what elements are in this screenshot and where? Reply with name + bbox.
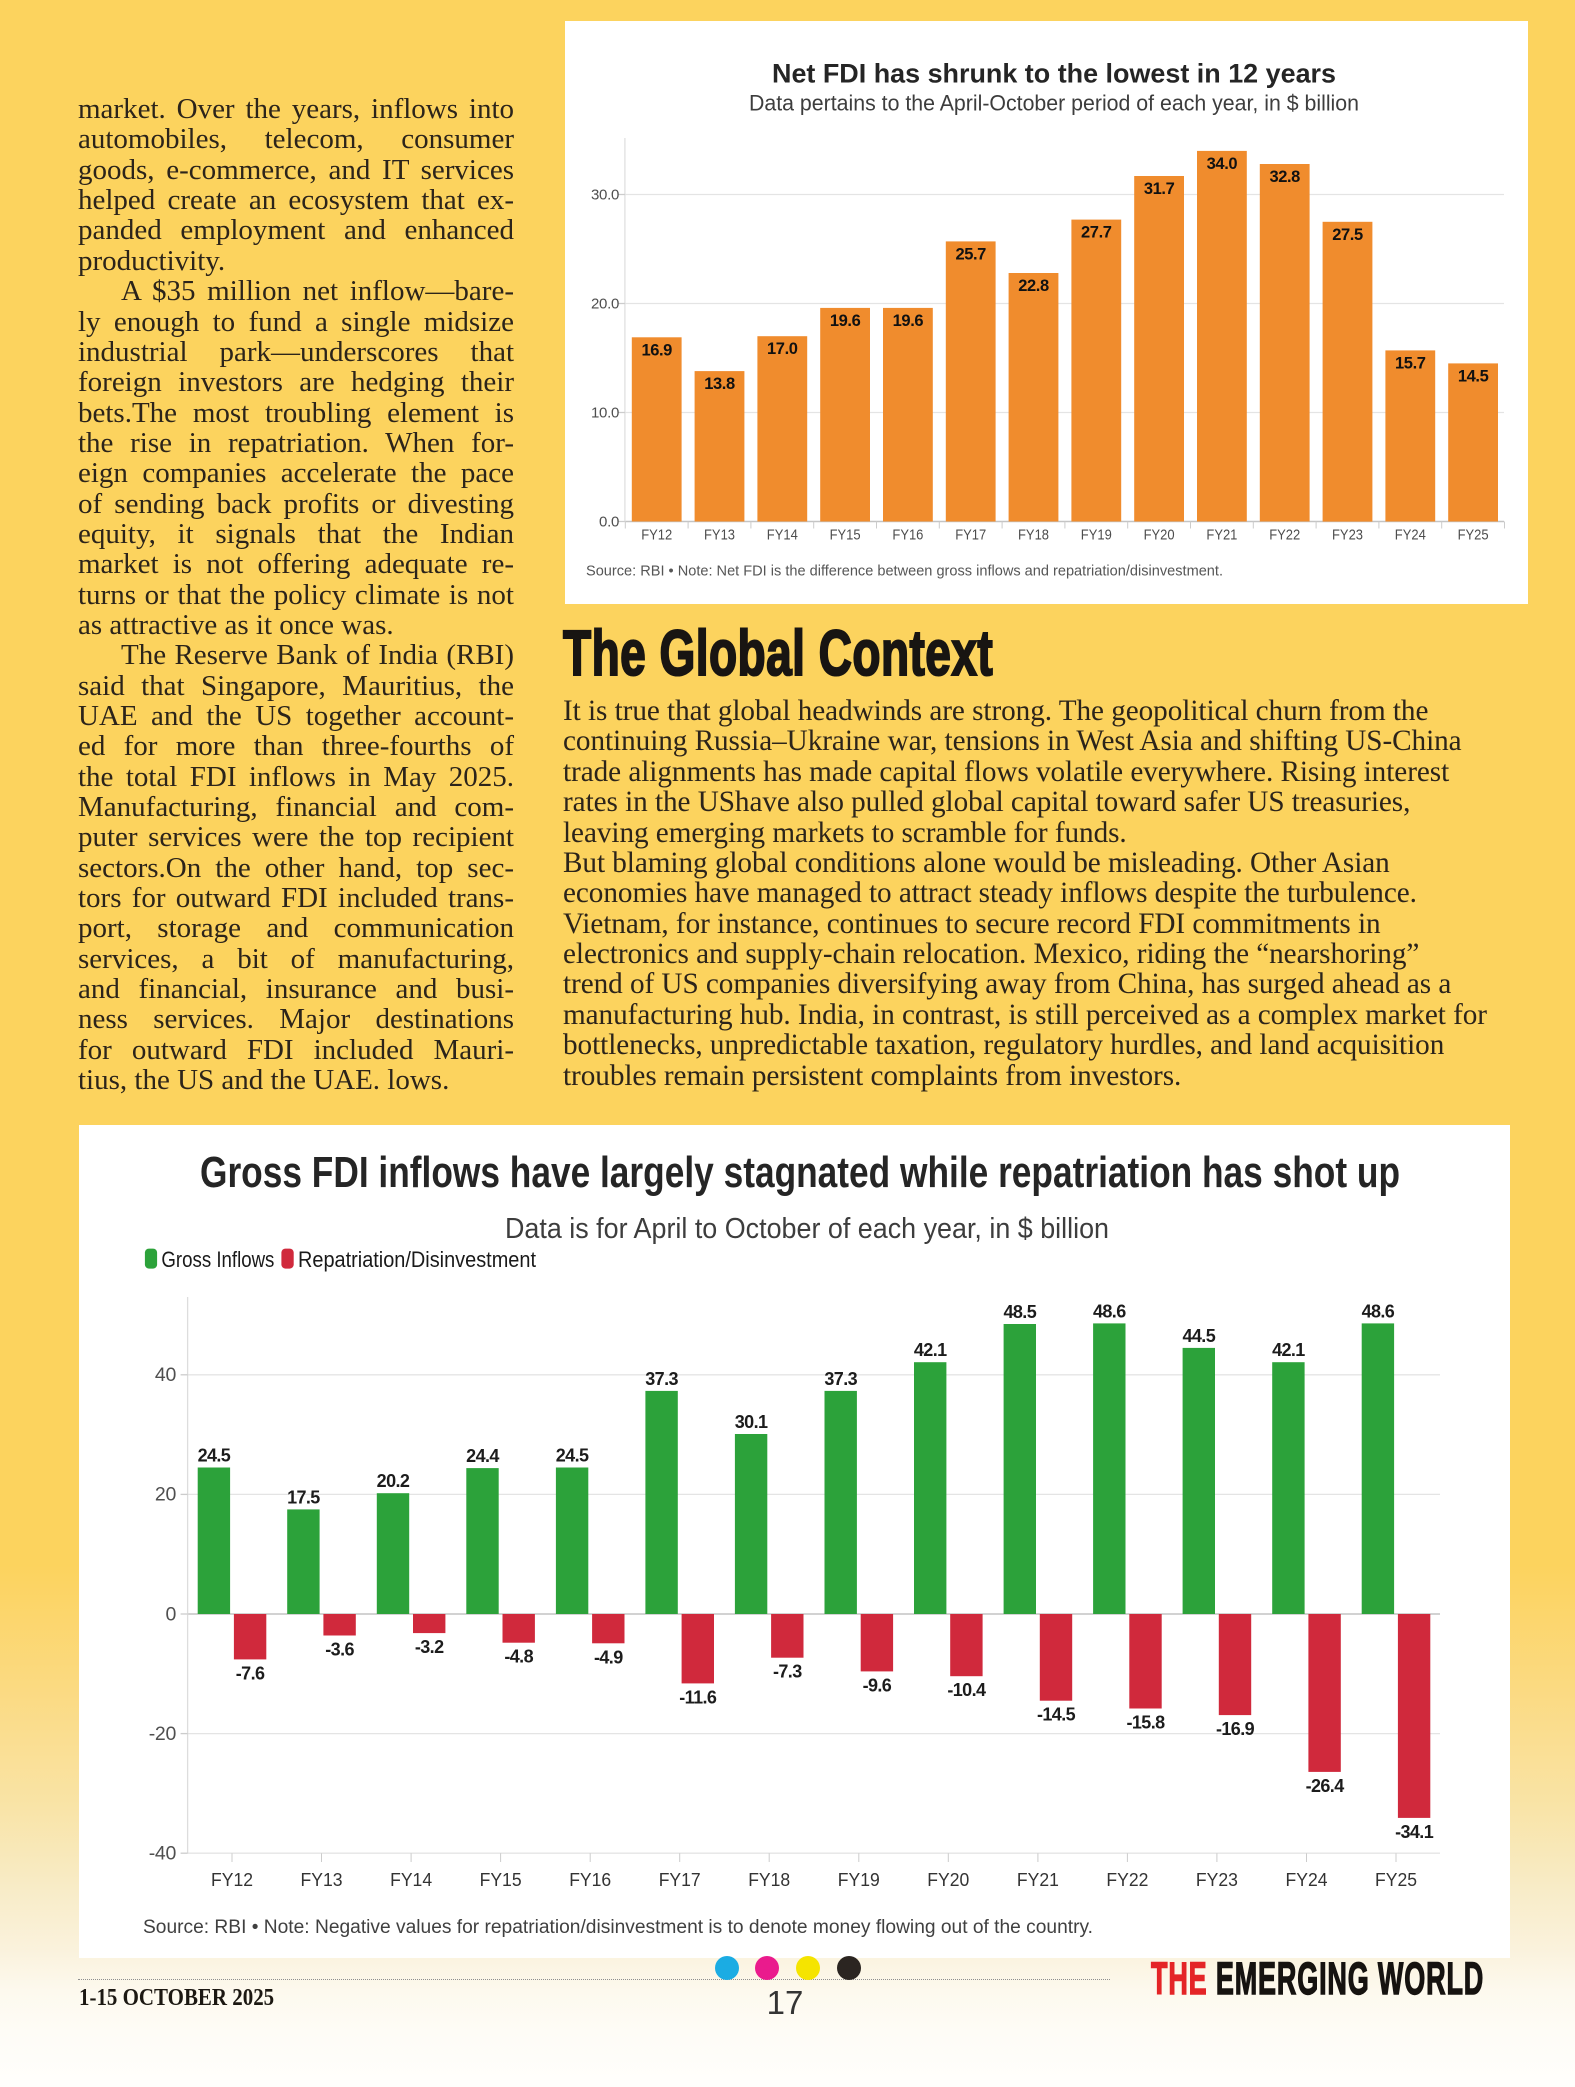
svg-text:FY21: FY21 bbox=[1017, 1869, 1059, 1890]
svg-text:-4.8: -4.8 bbox=[504, 1647, 533, 1667]
svg-text:0.0: 0.0 bbox=[599, 513, 619, 530]
svg-text:20: 20 bbox=[155, 1484, 177, 1506]
svg-text:24.5: 24.5 bbox=[556, 1446, 589, 1466]
svg-text:FY21: FY21 bbox=[1206, 526, 1237, 543]
svg-text:FY13: FY13 bbox=[301, 1869, 343, 1890]
svg-text:FY20: FY20 bbox=[927, 1869, 969, 1890]
svg-text:34.0: 34.0 bbox=[1207, 154, 1238, 172]
svg-text:Gross Inflows: Gross Inflows bbox=[161, 1247, 274, 1272]
svg-text:Gross FDI inflows have largely: Gross FDI inflows have largely stagnated… bbox=[200, 1148, 1400, 1197]
svg-text:48.5: 48.5 bbox=[1003, 1302, 1036, 1322]
svg-text:-11.6: -11.6 bbox=[679, 1687, 717, 1707]
svg-text:24.5: 24.5 bbox=[198, 1446, 231, 1466]
svg-text:42.1: 42.1 bbox=[914, 1340, 947, 1360]
svg-text:48.6: 48.6 bbox=[1093, 1301, 1126, 1321]
svg-text:FY12: FY12 bbox=[211, 1869, 253, 1890]
svg-text:-3.6: -3.6 bbox=[325, 1640, 354, 1660]
svg-text:-16.9: -16.9 bbox=[1216, 1719, 1255, 1739]
svg-text:40: 40 bbox=[155, 1364, 177, 1386]
svg-text:FY15: FY15 bbox=[480, 1869, 522, 1890]
svg-text:14.5: 14.5 bbox=[1458, 367, 1489, 385]
svg-text:Data pertains to the April-Oct: Data pertains to the April-October perio… bbox=[749, 90, 1359, 115]
svg-text:FY12: FY12 bbox=[641, 526, 672, 543]
svg-text:Source: RBI • Note: Negative v: Source: RBI • Note: Negative values for … bbox=[143, 1917, 1093, 1938]
svg-text:FY17: FY17 bbox=[955, 526, 986, 543]
svg-text:FY22: FY22 bbox=[1106, 1869, 1148, 1890]
svg-text:FY18: FY18 bbox=[1018, 526, 1049, 543]
svg-text:30.0: 30.0 bbox=[591, 186, 619, 203]
svg-text:27.5: 27.5 bbox=[1332, 225, 1363, 243]
svg-text:FY25: FY25 bbox=[1458, 526, 1489, 543]
svg-text:10.0: 10.0 bbox=[591, 404, 619, 421]
svg-text:FY14: FY14 bbox=[390, 1869, 432, 1890]
svg-text:22.8: 22.8 bbox=[1018, 277, 1049, 295]
svg-text:-14.5: -14.5 bbox=[1037, 1705, 1076, 1725]
svg-text:FY17: FY17 bbox=[659, 1869, 701, 1890]
svg-text:-20: -20 bbox=[149, 1723, 177, 1745]
svg-text:20.2: 20.2 bbox=[377, 1471, 410, 1491]
svg-text:FY16: FY16 bbox=[569, 1869, 611, 1890]
svg-text:FY25: FY25 bbox=[1375, 1869, 1417, 1890]
svg-text:15.7: 15.7 bbox=[1395, 354, 1426, 372]
svg-text:FY19: FY19 bbox=[838, 1869, 880, 1890]
svg-text:0: 0 bbox=[165, 1603, 176, 1625]
svg-text:27.7: 27.7 bbox=[1081, 223, 1112, 241]
svg-text:Data is for April to October o: Data is for April to October of each yea… bbox=[505, 1213, 1109, 1245]
svg-text:Source: RBI • Note: Net FDI is: Source: RBI • Note: Net FDI is the diffe… bbox=[586, 563, 1223, 579]
svg-text:-7.6: -7.6 bbox=[236, 1663, 265, 1683]
svg-text:-7.3: -7.3 bbox=[773, 1662, 802, 1682]
svg-text:16.9: 16.9 bbox=[641, 341, 672, 359]
svg-text:20.0: 20.0 bbox=[591, 295, 619, 312]
svg-text:37.3: 37.3 bbox=[824, 1369, 857, 1389]
svg-text:-34.1: -34.1 bbox=[1395, 1822, 1434, 1842]
svg-text:FY23: FY23 bbox=[1332, 526, 1363, 543]
svg-text:Repatriation/Disinvestment: Repatriation/Disinvestment bbox=[298, 1247, 536, 1272]
svg-text:FY14: FY14 bbox=[767, 526, 798, 543]
svg-text:FY23: FY23 bbox=[1196, 1869, 1238, 1890]
svg-text:-26.4: -26.4 bbox=[1306, 1776, 1345, 1796]
svg-text:-9.6: -9.6 bbox=[863, 1675, 892, 1695]
svg-text:FY22: FY22 bbox=[1269, 526, 1300, 543]
svg-text:FY16: FY16 bbox=[892, 526, 923, 543]
svg-text:FY19: FY19 bbox=[1081, 526, 1112, 543]
svg-text:19.6: 19.6 bbox=[893, 311, 924, 329]
svg-text:42.1: 42.1 bbox=[1272, 1340, 1305, 1360]
svg-text:17.5: 17.5 bbox=[287, 1487, 320, 1507]
svg-text:Net FDI has shrunk to the lowe: Net FDI has shrunk to the lowest in 12 y… bbox=[772, 58, 1336, 88]
svg-text:44.5: 44.5 bbox=[1182, 1326, 1215, 1346]
svg-text:24.4: 24.4 bbox=[466, 1446, 499, 1466]
svg-text:FY24: FY24 bbox=[1395, 526, 1426, 543]
svg-text:30.1: 30.1 bbox=[735, 1412, 768, 1432]
svg-text:17.0: 17.0 bbox=[767, 340, 798, 358]
svg-text:37.3: 37.3 bbox=[645, 1369, 678, 1389]
svg-text:19.6: 19.6 bbox=[830, 311, 861, 329]
svg-text:FY20: FY20 bbox=[1144, 526, 1175, 543]
svg-text:FY24: FY24 bbox=[1286, 1869, 1328, 1890]
svg-text:-10.4: -10.4 bbox=[947, 1680, 986, 1700]
svg-text:48.6: 48.6 bbox=[1362, 1301, 1395, 1321]
svg-text:FY15: FY15 bbox=[830, 526, 861, 543]
svg-text:-4.9: -4.9 bbox=[594, 1647, 623, 1667]
svg-text:-3.2: -3.2 bbox=[415, 1637, 444, 1657]
svg-text:-15.8: -15.8 bbox=[1126, 1713, 1165, 1733]
svg-text:FY13: FY13 bbox=[704, 526, 735, 543]
svg-text:31.7: 31.7 bbox=[1144, 180, 1175, 198]
svg-text:FY18: FY18 bbox=[748, 1869, 790, 1890]
svg-text:32.8: 32.8 bbox=[1269, 168, 1300, 186]
svg-text:25.7: 25.7 bbox=[955, 245, 986, 263]
svg-text:13.8: 13.8 bbox=[704, 375, 735, 393]
svg-text:-40: -40 bbox=[149, 1843, 177, 1865]
